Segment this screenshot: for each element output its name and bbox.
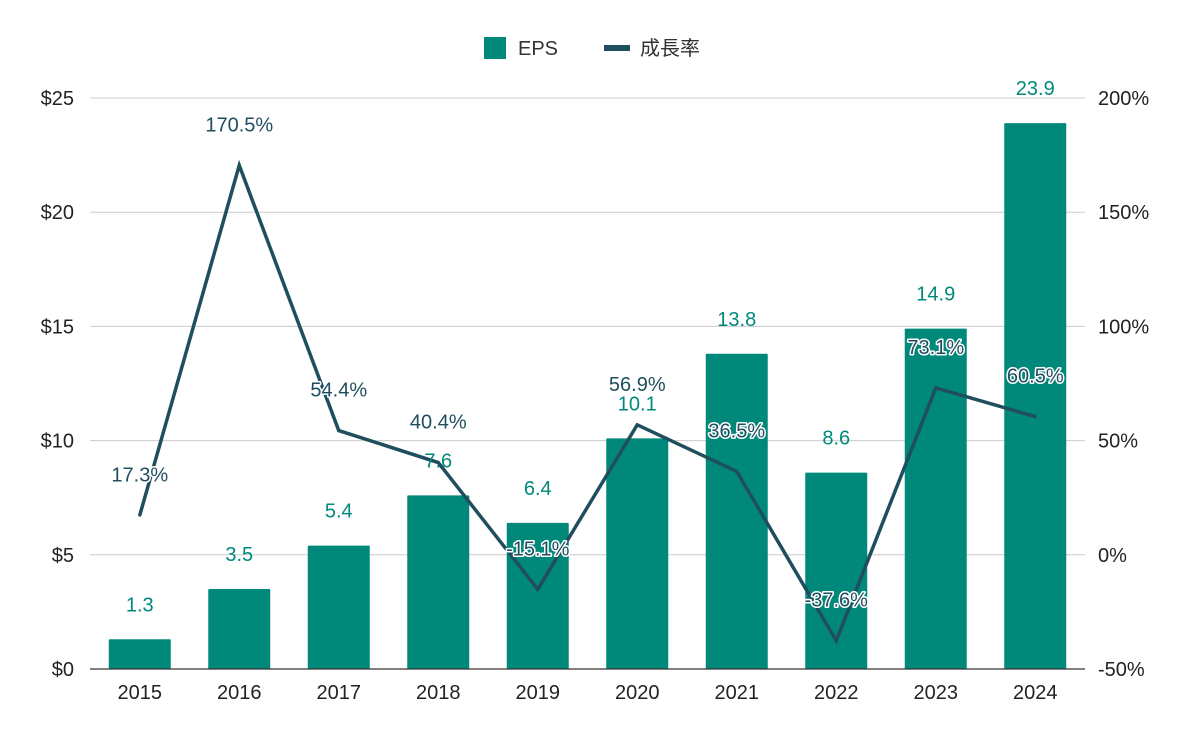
eps-bar-2020: [606, 438, 669, 669]
growth-point-2022: [834, 639, 838, 643]
growth-label-2018: 40.4%: [410, 412, 467, 434]
legend-growth-swatch: [604, 45, 630, 51]
y-right-tick-label: 50%: [1098, 431, 1138, 453]
growth-point-2016: [237, 163, 241, 167]
growth-label-2020: 56.9%: [609, 374, 666, 396]
eps-label-2019: 6.4: [524, 478, 552, 500]
y-left-tick-label: $20: [41, 202, 74, 224]
y-right-tick-label: 100%: [1098, 316, 1149, 338]
legend: EPS 成長率: [484, 37, 700, 60]
y-left-tick-label: $0: [52, 659, 74, 681]
eps-bar-2024: [1004, 123, 1067, 669]
y-left-tick-label: $10: [41, 431, 74, 453]
growth-label-2021: 36.5%: [708, 420, 765, 442]
growth-point-2021: [735, 469, 739, 473]
eps-label-2015: 1.3: [126, 594, 154, 616]
y-right-tick-label: 0%: [1098, 545, 1127, 567]
y-left-tick-label: $5: [52, 545, 74, 567]
growth-point-2020: [635, 423, 639, 427]
growth-label-2017: 54.4%: [310, 380, 367, 402]
eps-label-2018: 7.6: [424, 450, 452, 472]
eps-label-2020: 10.1: [618, 393, 657, 415]
growth-point-2024: [1033, 415, 1037, 419]
y-left-tick-label: $15: [41, 316, 74, 338]
eps-bar-2017: [307, 545, 370, 669]
legend-eps-label: EPS: [518, 38, 558, 60]
legend-eps-swatch: [484, 37, 506, 59]
eps-bar-2016: [208, 589, 271, 669]
growth-label-2019: -15.1%: [506, 538, 570, 560]
growth-line-path: [138, 159, 1036, 645]
y-right-tick-label: 200%: [1098, 88, 1149, 110]
y-right-tick-label: -50%: [1098, 659, 1145, 681]
eps-label-2022: 8.6: [822, 428, 850, 450]
legend-growth-label: 成長率: [640, 37, 700, 60]
growth-label-2023: 73.1%: [907, 337, 964, 359]
eps-label-2017: 5.4: [325, 501, 353, 523]
eps-label-2016: 3.5: [225, 544, 253, 566]
eps-bar-2015: [108, 639, 171, 669]
y-right-tick-label: 150%: [1098, 202, 1149, 224]
growth-label-2015: 17.3%: [111, 464, 168, 486]
growth-label-2016: 170.5%: [205, 114, 273, 136]
growth-point-2015: [138, 513, 142, 517]
growth-point-2019: [536, 587, 540, 591]
eps-bars: [108, 123, 1067, 669]
x-tick-label: 2019: [516, 682, 561, 704]
x-tick-label: 2016: [217, 682, 262, 704]
eps-bar-2021: [705, 353, 768, 669]
eps-label-2024: 23.9: [1016, 78, 1055, 100]
eps-bar-2022: [805, 472, 868, 669]
growth-line: [138, 159, 1037, 645]
eps-bar-2018: [407, 495, 470, 669]
x-tick-label: 2024: [1013, 682, 1058, 704]
growth-label-2024: 60.5%: [1007, 366, 1064, 388]
x-tick-label: 2017: [317, 682, 362, 704]
x-tick-label: 2023: [914, 682, 959, 704]
eps-label-2021: 13.8: [717, 309, 756, 331]
x-tick-label: 2021: [715, 682, 760, 704]
axes: $0 $5 $10 $15 $20 $25 -50% 0% 50% 100% 150% 200% 201…: [41, 88, 1150, 704]
eps-bar-2019: [506, 522, 569, 669]
eps-bar-2023: [904, 328, 967, 669]
y-left-tick-label: $25: [41, 88, 74, 110]
eps-label-2023: 14.9: [916, 284, 955, 306]
x-tick-label: 2022: [814, 682, 859, 704]
x-tick-label: 2015: [118, 682, 163, 704]
x-tick-label: 2020: [615, 682, 660, 704]
growth-point-2023: [934, 386, 938, 390]
growth-point-2017: [337, 429, 341, 433]
growth-label-2022: -37.6%: [805, 590, 869, 612]
growth-point-2018: [436, 461, 440, 465]
data-labels: 1.3 3.5 5.4 7.6 6.4 10.1 13.8 8.6 14.9 23.9 17.3% 1…: [110, 78, 1065, 616]
x-tick-label: 2018: [416, 682, 461, 704]
